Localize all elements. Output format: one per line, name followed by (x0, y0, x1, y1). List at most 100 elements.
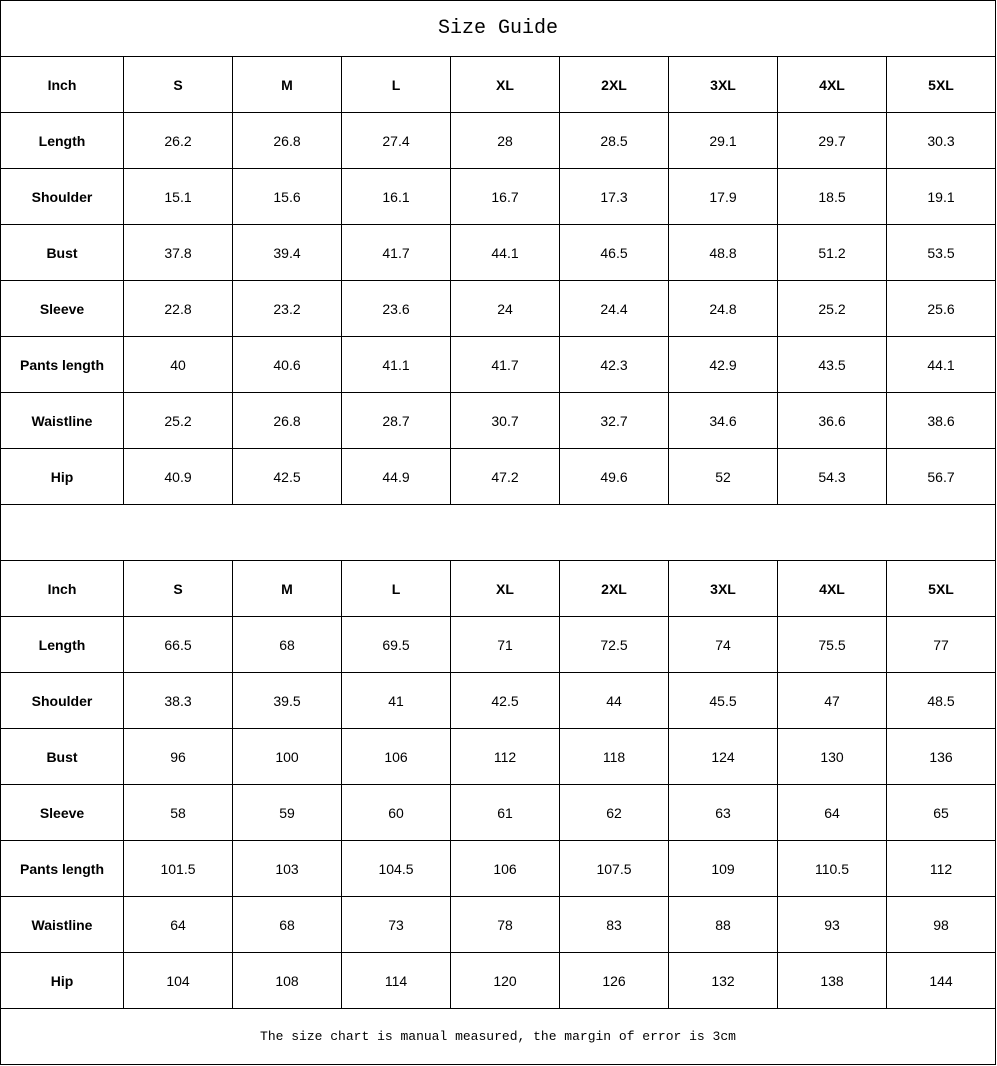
size-header: 3XL (668, 56, 778, 113)
measurement-value: 58 (123, 784, 233, 841)
measurement-value: 41.7 (450, 336, 560, 393)
measurement-value: 26.8 (232, 392, 342, 449)
measurement-value: 41.1 (341, 336, 451, 393)
title-row: Size Guide (0, 0, 996, 57)
measurement-value: 44.1 (450, 224, 560, 281)
measurement-value: 39.4 (232, 224, 342, 281)
measurement-value: 72.5 (559, 616, 669, 673)
size-header: S (123, 560, 233, 617)
measurement-value: 40.9 (123, 448, 233, 505)
measurement-value: 44.1 (886, 336, 996, 393)
measurement-value: 26.8 (232, 112, 342, 169)
measurement-value: 60 (341, 784, 451, 841)
size-header: 5XL (886, 56, 996, 113)
measurement-value: 16.7 (450, 168, 560, 225)
measurement-label: Bust (0, 728, 124, 785)
measurement-value: 71 (450, 616, 560, 673)
measurement-value: 130 (777, 728, 887, 785)
measurement-value: 52 (668, 448, 778, 505)
measurement-value: 100 (232, 728, 342, 785)
size-header: XL (450, 560, 560, 617)
table-row: Length 26.2 26.8 27.4 28 28.5 29.1 29.7 30.3 (0, 112, 996, 169)
measurement-value: 46.5 (559, 224, 669, 281)
size-guide-title: Size Guide (0, 0, 996, 57)
measurement-value: 53.5 (886, 224, 996, 281)
measurement-value: 101.5 (123, 840, 233, 897)
measurement-value: 26.2 (123, 112, 233, 169)
size-header: 2XL (559, 560, 669, 617)
measurement-value: 36.6 (777, 392, 887, 449)
measurement-value: 24 (450, 280, 560, 337)
measurement-value: 118 (559, 728, 669, 785)
table-row: Hip 104 108 114 120 126 132 138 144 (0, 952, 996, 1009)
measurement-value: 24.4 (559, 280, 669, 337)
measurement-value: 47 (777, 672, 887, 729)
measurement-value: 65 (886, 784, 996, 841)
measurement-value: 107.5 (559, 840, 669, 897)
measurement-value: 29.7 (777, 112, 887, 169)
table-row: Shoulder 15.1 15.6 16.1 16.7 17.3 17.9 18.5 19.1 (0, 168, 996, 225)
measurement-value: 41 (341, 672, 451, 729)
measurement-value: 83 (559, 896, 669, 953)
measurement-value: 68 (232, 616, 342, 673)
measurement-value: 120 (450, 952, 560, 1009)
measurement-value: 112 (450, 728, 560, 785)
measurement-value: 28.5 (559, 112, 669, 169)
measurement-value: 136 (886, 728, 996, 785)
measurement-value: 30.7 (450, 392, 560, 449)
measurement-value: 28.7 (341, 392, 451, 449)
measurement-label: Length (0, 112, 124, 169)
size-header: 2XL (559, 56, 669, 113)
measurement-value: 44 (559, 672, 669, 729)
table-row: Sleeve 22.8 23.2 23.6 24 24.4 24.8 25.2 25.6 (0, 280, 996, 337)
table-row: Hip 40.9 42.5 44.9 47.2 49.6 52 54.3 56.7 (0, 448, 996, 505)
measurement-label: Sleeve (0, 784, 124, 841)
measurement-value: 15.6 (232, 168, 342, 225)
header-row: Inch S M L XL 2XL 3XL 4XL 5XL (0, 560, 996, 617)
measurement-value: 38.6 (886, 392, 996, 449)
measurement-value: 41.7 (341, 224, 451, 281)
size-header: XL (450, 56, 560, 113)
measurement-value: 73 (341, 896, 451, 953)
measurement-value: 42.9 (668, 336, 778, 393)
size-header: 4XL (777, 560, 887, 617)
measurement-value: 74 (668, 616, 778, 673)
table-row: Bust 96 100 106 112 118 124 130 136 (0, 728, 996, 785)
measurement-value: 39.5 (232, 672, 342, 729)
measurement-value: 42.3 (559, 336, 669, 393)
measurement-value: 44.9 (341, 448, 451, 505)
measurement-value: 47.2 (450, 448, 560, 505)
measurement-label: Waistline (0, 392, 124, 449)
measurement-value: 108 (232, 952, 342, 1009)
measurement-value: 28 (450, 112, 560, 169)
measurement-value: 16.1 (341, 168, 451, 225)
size-header: L (341, 560, 451, 617)
measurement-label: Waistline (0, 896, 124, 953)
measurement-value: 25.2 (123, 392, 233, 449)
measurement-value: 54.3 (777, 448, 887, 505)
measurement-value: 75.5 (777, 616, 887, 673)
measurement-value: 25.6 (886, 280, 996, 337)
measurement-value: 48.8 (668, 224, 778, 281)
table-row: Length 66.5 68 69.5 71 72.5 74 75.5 77 (0, 616, 996, 673)
size-header: M (232, 560, 342, 617)
measurement-value: 34.6 (668, 392, 778, 449)
table-row: Shoulder 38.3 39.5 41 42.5 44 45.5 47 48.5 (0, 672, 996, 729)
measurement-value: 49.6 (559, 448, 669, 505)
measurement-label: Length (0, 616, 124, 673)
measurement-value: 17.9 (668, 168, 778, 225)
size-header: L (341, 56, 451, 113)
measurement-label: Pants length (0, 840, 124, 897)
measurement-value: 29.1 (668, 112, 778, 169)
note-row: The size chart is manual measured, the m… (0, 1008, 996, 1065)
table-row: Sleeve 58 59 60 61 62 63 64 65 (0, 784, 996, 841)
measurement-value: 18.5 (777, 168, 887, 225)
measurement-value: 42.5 (232, 448, 342, 505)
measurement-value: 96 (123, 728, 233, 785)
size-header: S (123, 56, 233, 113)
measurement-value: 124 (668, 728, 778, 785)
measurement-value: 98 (886, 896, 996, 953)
measurement-value: 126 (559, 952, 669, 1009)
measurement-value: 77 (886, 616, 996, 673)
size-header: 3XL (668, 560, 778, 617)
